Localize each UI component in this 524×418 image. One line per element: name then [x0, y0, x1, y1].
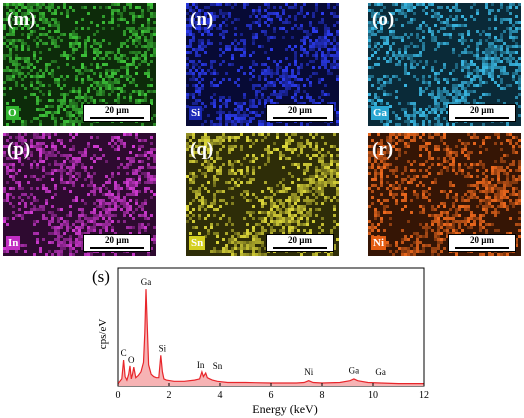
x-tick-label: 6 — [269, 390, 274, 401]
scale-bar-label: 20 µm — [288, 105, 312, 115]
panel-label: (m) — [7, 9, 36, 30]
scale-bar-label: 20 µm — [470, 105, 494, 115]
x-axis-label: Energy (keV) — [252, 402, 317, 416]
scale-bar-line — [273, 117, 327, 119]
elemental-map-image — [368, 3, 521, 126]
scale-bar: 20 µm — [83, 104, 151, 122]
scale-bar-label: 20 µm — [288, 235, 312, 245]
element-label: O — [6, 106, 19, 120]
element-label: Ni — [371, 236, 386, 250]
scale-bar-line — [90, 117, 144, 119]
x-tick-label: 2 — [167, 390, 172, 401]
elemental-map-image — [186, 133, 339, 256]
scale-bar-label: 20 µm — [105, 105, 129, 115]
scale-bar: 20 µm — [448, 234, 516, 252]
panel-label: (q) — [190, 139, 214, 160]
eds-spectrum-chart: (s) 0 2 4 6 8 10 12 Ga CO Si In Sn Ni Ga Ga cps/eV Ene… — [92, 267, 429, 416]
x-tick-label: 12 — [419, 390, 429, 401]
scale-bar: 20 µm — [83, 234, 151, 252]
peak-label: Ni — [304, 367, 313, 377]
chart-panel-label: (s) — [92, 267, 110, 286]
y-axis-label: cps/eV — [97, 319, 109, 350]
scale-bar-line — [455, 247, 509, 249]
panel-label: (p) — [7, 139, 31, 160]
peak-label: C — [121, 348, 127, 358]
map-panel-sn: (q) Sn 20 µm — [186, 133, 339, 256]
scale-bar-label: 20 µm — [470, 235, 494, 245]
x-tick-label: 10 — [368, 390, 378, 401]
spectrum-fill — [118, 289, 424, 386]
panel-label: (o) — [372, 9, 395, 30]
element-label: Si — [189, 106, 203, 120]
peak-label: Ga — [375, 367, 386, 377]
spectrum-line — [117, 289, 424, 385]
element-label: In — [6, 236, 21, 250]
peak-label: Si — [159, 343, 167, 353]
map-panel-ni: (r) Ni 20 µm — [368, 133, 521, 256]
x-tick-label: 8 — [320, 390, 325, 401]
peak-label: Ga — [349, 366, 360, 376]
panel-label: (r) — [372, 139, 394, 160]
scale-bar: 20 µm — [266, 234, 334, 252]
scale-bar-line — [455, 117, 509, 119]
elemental-map-image — [3, 3, 156, 126]
map-panel-o: (m) O 20 µm — [3, 3, 156, 126]
scale-bar-line — [273, 247, 327, 249]
scale-bar: 20 µm — [448, 104, 516, 122]
panel-label: (n) — [190, 9, 214, 30]
element-label: Ga — [371, 106, 390, 120]
map-panel-in: (p) In 20 µm — [3, 133, 156, 256]
element-label: Sn — [189, 236, 206, 250]
peak-label: O — [128, 355, 135, 365]
map-panel-si: (n) Si 20 µm — [186, 3, 339, 126]
scale-bar-line — [90, 247, 144, 249]
x-tick-label: 0 — [116, 390, 121, 401]
scale-bar-label: 20 µm — [105, 235, 129, 245]
peak-label: In — [197, 360, 205, 370]
peak-label: Ga — [141, 277, 152, 287]
peak-label: Sn — [213, 361, 223, 371]
scale-bar: 20 µm — [266, 104, 334, 122]
map-panel-ga: (o) Ga 20 µm — [368, 3, 521, 126]
x-tick-label: 4 — [218, 390, 223, 401]
